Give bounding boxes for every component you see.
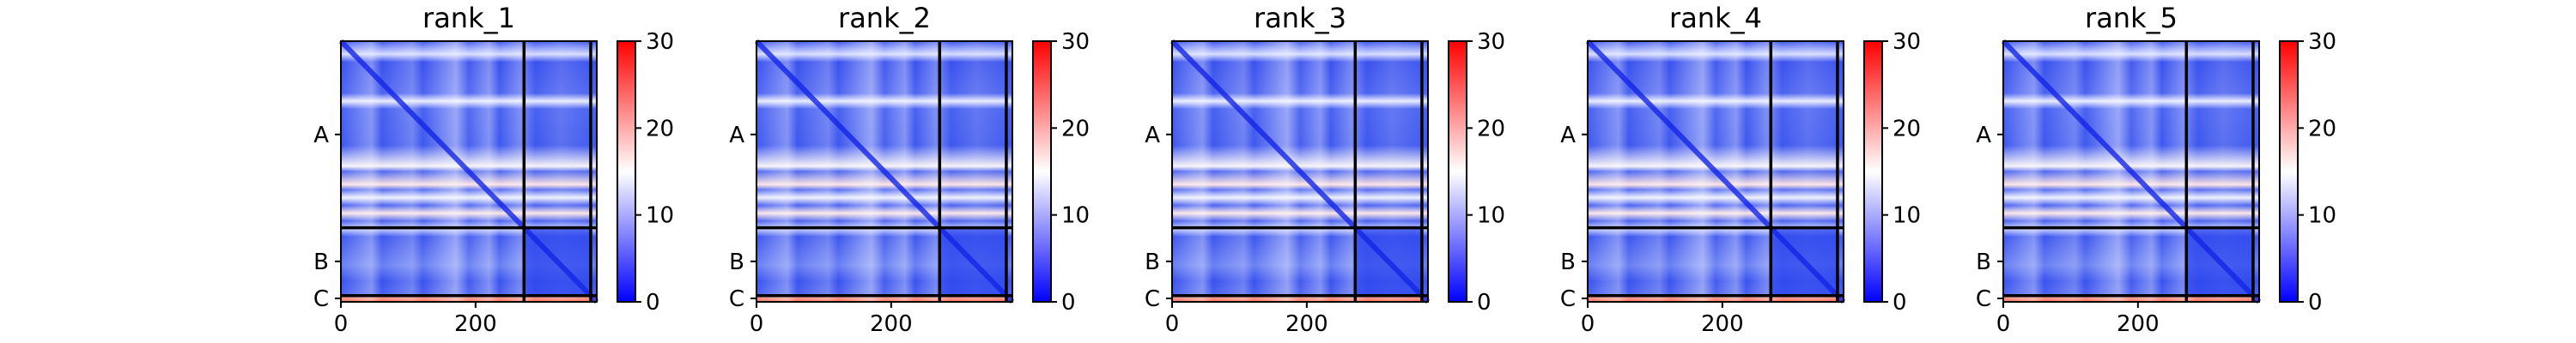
x-tick-label: 200: [2117, 311, 2160, 337]
y-tick-label: C: [313, 286, 329, 312]
heatmap-frame: [1171, 40, 1429, 303]
y-tick-label: B: [729, 250, 744, 275]
panel-title: rank_2: [838, 2, 931, 34]
y-tick-label: A: [1976, 123, 1991, 148]
heatmap-diagonal: [1170, 39, 1431, 304]
colorbar-tick-label: 20: [1061, 116, 1090, 141]
heatmap-diagonal: [754, 39, 1015, 304]
heatmap-frame: [2002, 40, 2260, 303]
heatmap-diagonal: [338, 39, 599, 304]
colorbar: [617, 41, 635, 302]
x-tick-label: 200: [1285, 311, 1328, 337]
colorbar-tick-label: 0: [1477, 290, 1492, 316]
colorbar: [1033, 41, 1051, 302]
colorbar-tick-label: 30: [1893, 29, 1921, 55]
colorbar-tick-label: 10: [646, 203, 674, 229]
colorbar: [1864, 41, 1882, 302]
panel-title: rank_5: [2085, 2, 2178, 34]
colorbar-tick-label: 20: [646, 116, 674, 141]
y-tick-label: C: [1145, 286, 1160, 312]
colorbar-frame: [1448, 40, 1467, 303]
colorbar-tick-label: 30: [2308, 29, 2336, 55]
colorbar-tick-label: 30: [1477, 29, 1505, 55]
y-tick-label: B: [1560, 250, 1576, 275]
y-tick-label: B: [1145, 250, 1160, 275]
x-tick-label: 200: [454, 311, 497, 337]
colorbar-tick-label: 0: [2308, 290, 2323, 316]
panel-title: rank_3: [1254, 2, 1346, 34]
colorbar: [1449, 41, 1467, 302]
x-tick-label: 0: [1581, 311, 1595, 337]
x-tick-label: 200: [870, 311, 913, 337]
colorbar-frame: [617, 40, 636, 303]
y-tick-label: A: [1560, 123, 1576, 148]
colorbar-frame: [1863, 40, 1883, 303]
heatmap-frame: [756, 40, 1013, 303]
heatmap-frame: [340, 40, 598, 303]
colorbar-tick-label: 0: [646, 290, 660, 316]
y-tick-label: A: [729, 123, 744, 148]
y-tick-label: C: [1560, 286, 1576, 312]
panel-title: rank_4: [1669, 2, 1762, 34]
y-tick-label: A: [1145, 123, 1160, 148]
colorbar-tick-label: 10: [1061, 203, 1090, 229]
heatmap-diagonal: [1585, 39, 1846, 304]
y-tick-label: B: [313, 250, 329, 275]
y-tick-label: C: [729, 286, 744, 312]
colorbar-tick-label: 20: [2308, 116, 2336, 141]
y-tick-label: C: [1976, 286, 1991, 312]
x-tick-label: 0: [1165, 311, 1180, 337]
colorbar-tick-label: 10: [1893, 203, 1921, 229]
heatmap-frame: [1587, 40, 1844, 303]
x-tick-label: 0: [1996, 311, 2011, 337]
heatmap-diagonal: [2001, 39, 2262, 304]
colorbar-tick-label: 20: [1477, 116, 1505, 141]
colorbar-tick-label: 30: [1061, 29, 1090, 55]
colorbar-tick-label: 20: [1893, 116, 1921, 141]
colorbar-tick-label: 30: [646, 29, 674, 55]
colorbar-tick-label: 10: [1477, 203, 1505, 229]
colorbar-tick-label: 0: [1061, 290, 1076, 316]
x-tick-label: 0: [750, 311, 764, 337]
colorbar-frame: [1032, 40, 1052, 303]
y-tick-label: A: [313, 123, 329, 148]
panel-title: rank_1: [422, 2, 515, 34]
x-tick-label: 0: [334, 311, 349, 337]
colorbar-tick-label: 10: [2308, 203, 2336, 229]
colorbar-frame: [2279, 40, 2299, 303]
x-tick-label: 200: [1701, 311, 1744, 337]
colorbar-tick-label: 0: [1893, 290, 1907, 316]
y-tick-label: B: [1976, 250, 1991, 275]
colorbar: [2280, 41, 2298, 302]
